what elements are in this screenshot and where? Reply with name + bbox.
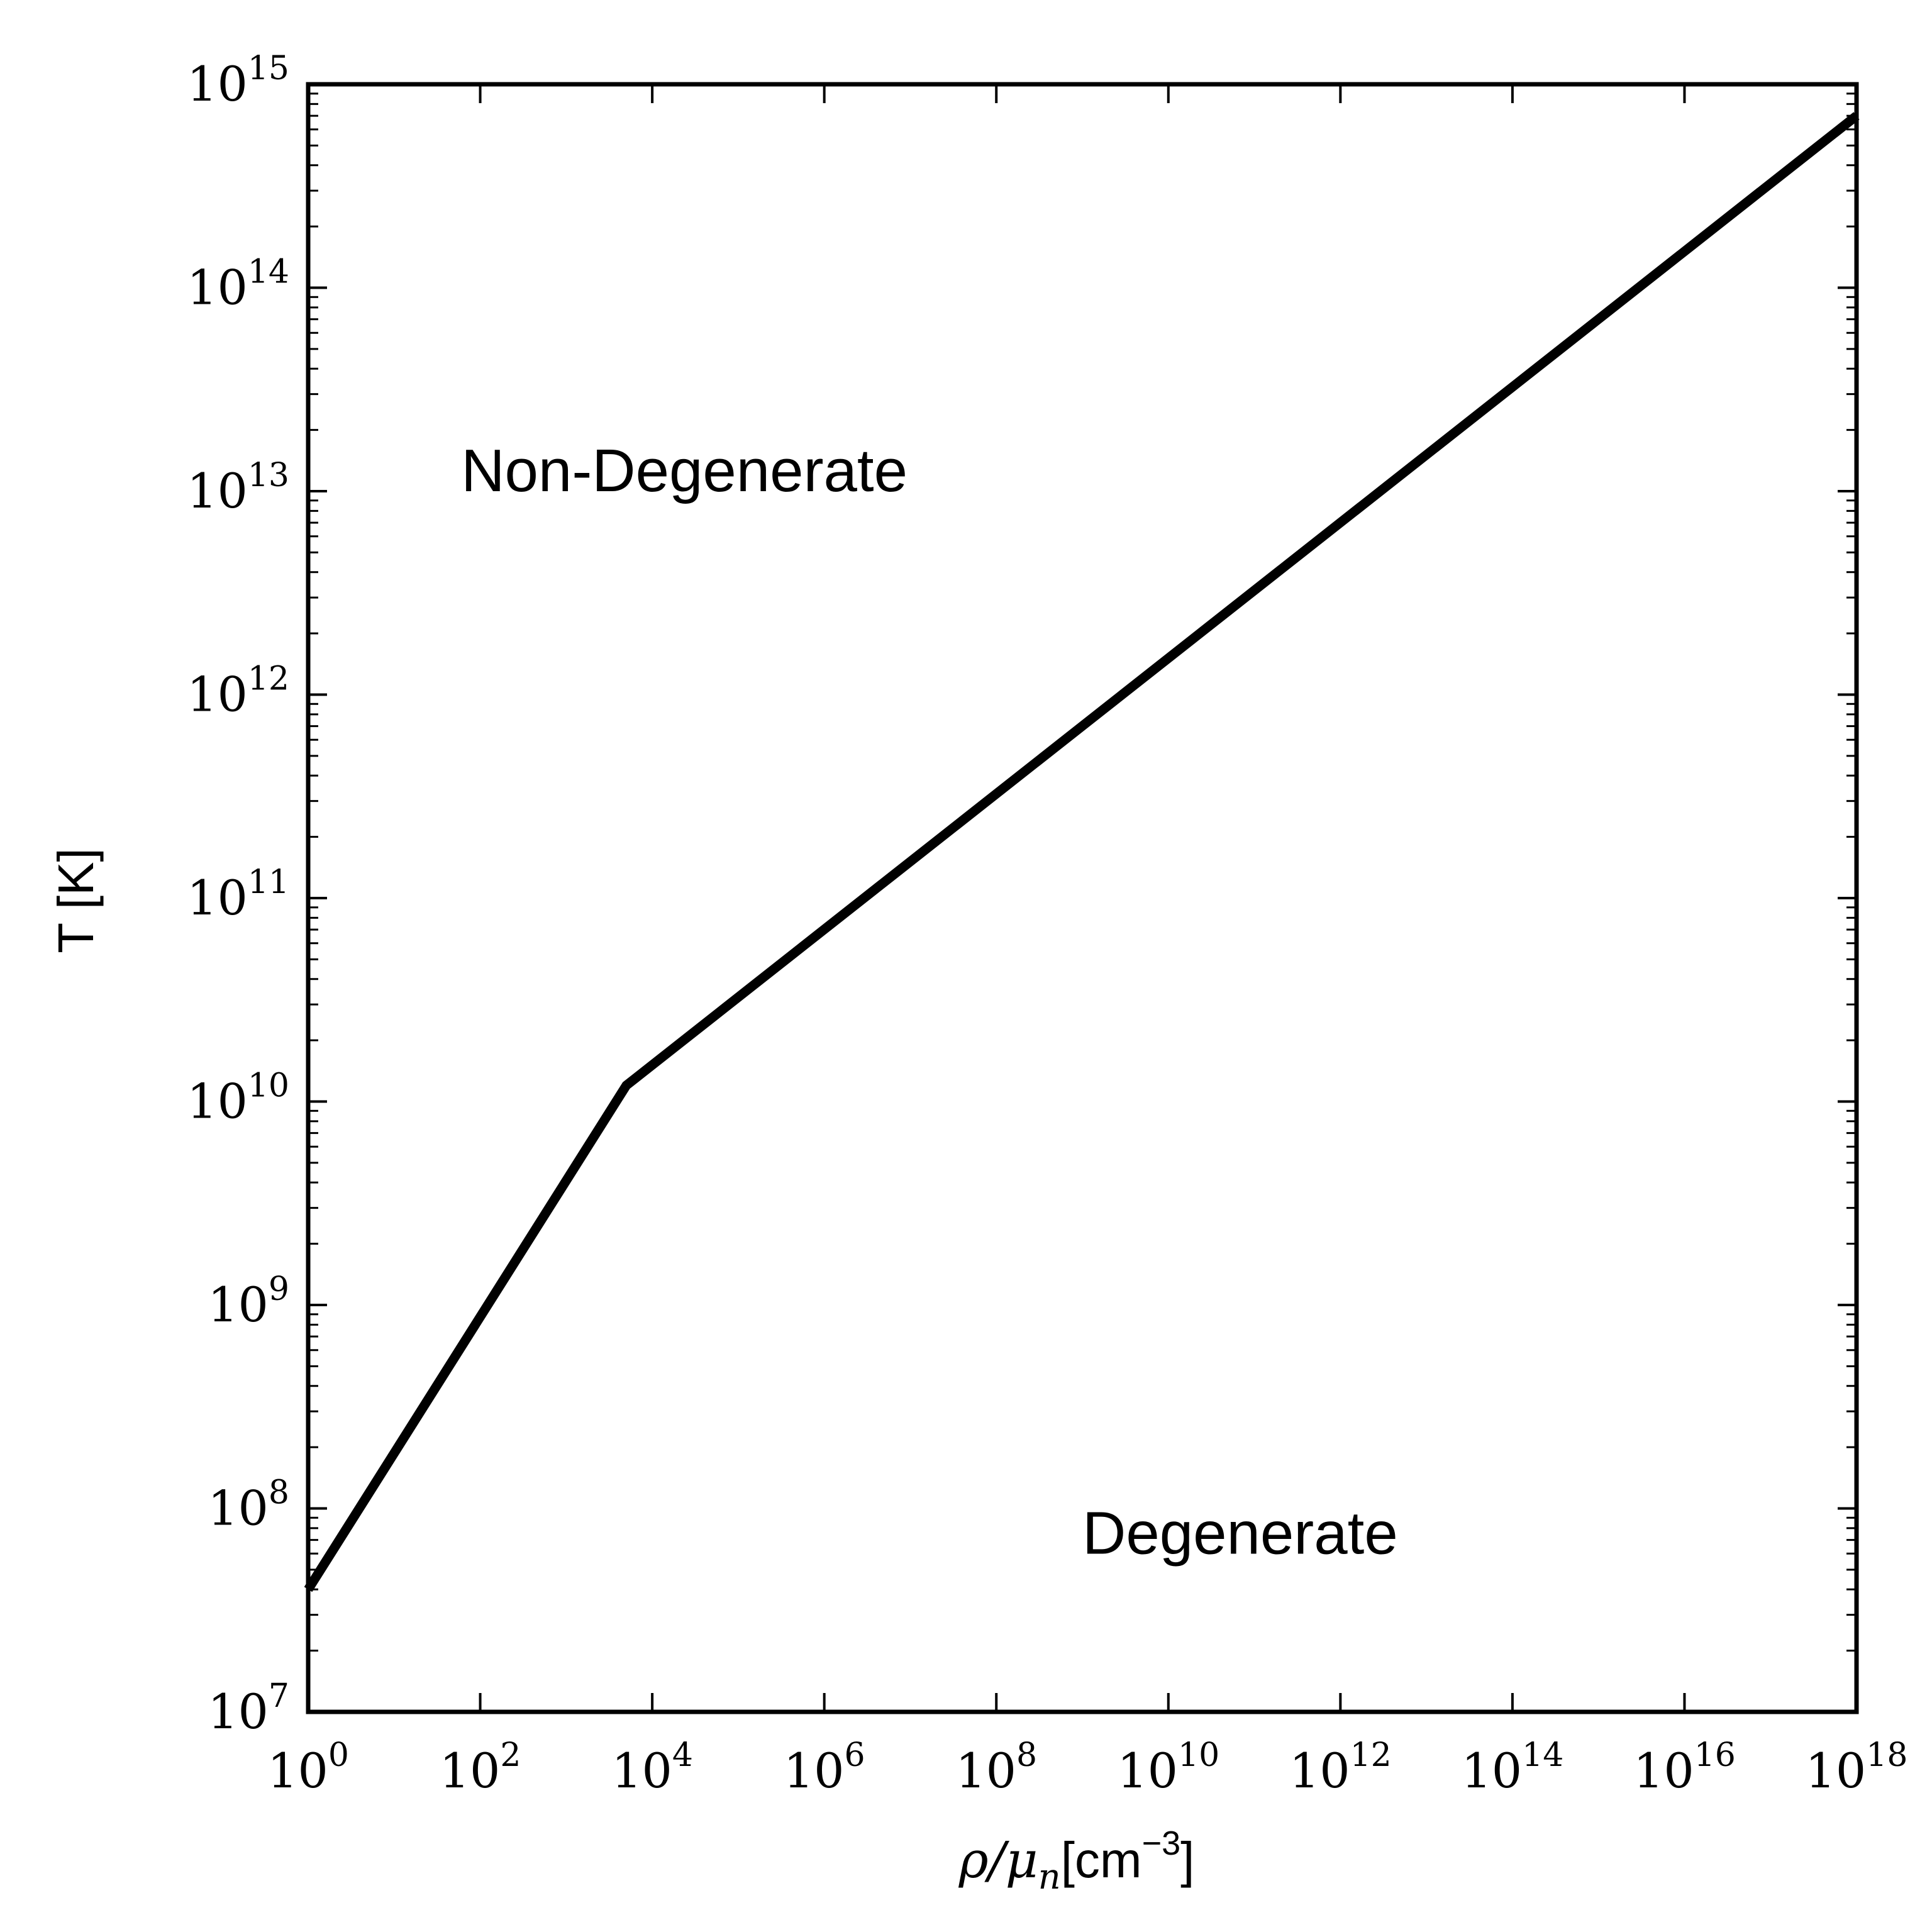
y-tick-label-exponent: 10	[248, 1067, 289, 1105]
x-tick-label-exponent: 8	[1016, 1736, 1037, 1774]
x-axis-title: ρ/μn[cm−3]	[958, 1824, 1195, 1897]
y-tick-label: 1013	[187, 457, 289, 519]
x-tick-label-base: 10	[1633, 1743, 1694, 1799]
annotations: Non-Degenerate Degenerate	[461, 437, 1397, 1567]
y-tick-label: 108	[208, 1474, 289, 1536]
y-tick-label: 1011	[187, 863, 289, 926]
y-tick-label-base: 10	[187, 870, 248, 926]
x-tick-label-base: 10	[440, 1743, 501, 1799]
minor-ticks	[308, 92, 1857, 1652]
y-tick-label-exponent: 14	[248, 253, 289, 291]
x-tick-labels: 100 102 104 106 108 1010 1012 1014 1016 1018	[267, 1736, 1907, 1799]
x-tick-label-base: 10	[611, 1743, 672, 1799]
y-tick-label-exponent: 8	[269, 1474, 289, 1512]
y-tick-label-exponent: 15	[248, 50, 289, 87]
x-axis-unit-exponent: −3	[1142, 1824, 1181, 1862]
y-tick-label-base: 10	[208, 1480, 269, 1536]
plot-frame	[306, 82, 1859, 1714]
y-axis-title: T [K]	[48, 848, 104, 953]
y-tick-label-base: 10	[187, 1074, 248, 1130]
x-tick-label-base: 10	[784, 1743, 845, 1799]
x-tick-label-base: 10	[955, 1743, 1016, 1799]
x-tick-label-exponent: 12	[1350, 1736, 1392, 1774]
y-tick-label-exponent: 7	[269, 1677, 289, 1715]
x-tick-label: 1010	[1117, 1736, 1219, 1799]
x-tick-label-base: 10	[1461, 1743, 1522, 1799]
x-tick-label-exponent: 14	[1522, 1736, 1563, 1774]
degeneracy-boundary-line	[304, 112, 1860, 1592]
x-tick-label: 1014	[1461, 1736, 1563, 1799]
x-tick-label-base: 10	[1806, 1743, 1867, 1799]
y-tick-label: 107	[208, 1677, 289, 1740]
y-tick-label-base: 10	[187, 667, 248, 723]
x-tick-label: 108	[955, 1736, 1037, 1799]
x-axis-unit-prefix: [cm	[1061, 1832, 1142, 1888]
y-tick-label-exponent: 12	[248, 660, 289, 698]
y-tick-label-exponent: 13	[248, 457, 289, 494]
x-tick-label: 1012	[1289, 1736, 1392, 1799]
x-axis-subscript: n	[1038, 1857, 1061, 1897]
y-tick-label: 1012	[187, 660, 289, 723]
x-tick-label-base: 10	[267, 1743, 328, 1799]
y-tick-label-exponent: 9	[269, 1270, 289, 1308]
series-layer	[304, 112, 1860, 1592]
x-tick-label: 102	[440, 1736, 521, 1799]
y-tick-label-base: 10	[187, 463, 248, 519]
y-tick-label: 1010	[187, 1067, 289, 1130]
x-tick-label: 104	[611, 1736, 693, 1799]
x-axis-symbol: ρ/μ	[958, 1831, 1038, 1889]
x-tick-label-exponent: 16	[1694, 1736, 1736, 1774]
y-tick-label-base: 10	[208, 1684, 269, 1740]
x-tick-label-exponent: 18	[1866, 1736, 1907, 1774]
region-label: Degenerate	[1082, 1499, 1398, 1567]
x-tick-label-exponent: 10	[1178, 1736, 1219, 1774]
y-tick-label-base: 10	[187, 56, 248, 112]
y-tick-label: 1014	[187, 253, 289, 316]
x-tick-label: 106	[784, 1736, 865, 1799]
y-tick-label-base: 10	[208, 1277, 269, 1333]
y-tick-label: 1015	[187, 50, 289, 112]
x-tick-label-exponent: 2	[500, 1736, 521, 1774]
y-tick-label: 109	[208, 1270, 289, 1333]
x-tick-label: 1016	[1633, 1736, 1736, 1799]
x-tick-label-exponent: 6	[844, 1736, 865, 1774]
x-tick-label-exponent: 4	[672, 1736, 693, 1774]
major-ticks	[307, 83, 1858, 1713]
x-tick-label: 100	[267, 1736, 349, 1799]
x-tick-label-exponent: 0	[328, 1736, 349, 1774]
x-tick-label: 1018	[1806, 1736, 1908, 1799]
x-axis-unit-suffix: ]	[1180, 1832, 1194, 1888]
x-tick-label-base: 10	[1117, 1743, 1178, 1799]
region-label: Non-Degenerate	[461, 437, 908, 504]
y-tick-label-exponent: 11	[248, 863, 289, 901]
y-tick-label-base: 10	[187, 260, 248, 316]
x-tick-label-base: 10	[1289, 1743, 1350, 1799]
